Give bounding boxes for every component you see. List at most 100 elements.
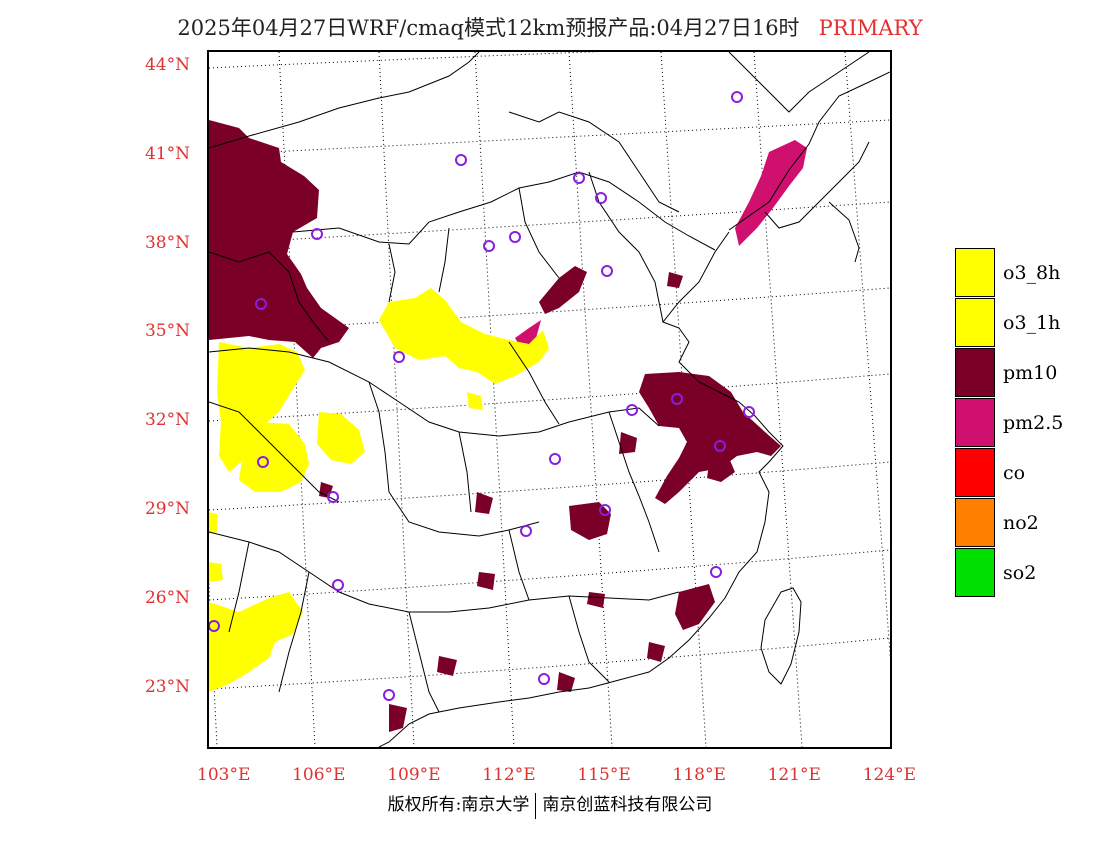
- lon-tick-label: 103°E: [197, 765, 251, 785]
- pm10-hunan-south-spot: [477, 572, 495, 590]
- legend-label: o3_8h: [1003, 262, 1061, 284]
- lat-tick-label: 44°N: [144, 55, 190, 75]
- grid-lat-26: [209, 549, 890, 601]
- province-lines-central: [209, 341, 660, 553]
- o3-yunnan-edge: [209, 512, 217, 534]
- coastline: [378, 71, 890, 747]
- grid-lat-23: [209, 637, 890, 690]
- footer-left: 版权所有:南京大学: [387, 795, 530, 815]
- city-marker: [257, 456, 269, 468]
- legend-swatch: [955, 498, 995, 547]
- legend-swatch: [955, 248, 995, 297]
- legend-swatch: [955, 548, 995, 597]
- city-marker: [671, 393, 683, 405]
- pm10-guangdong-spot: [557, 672, 575, 692]
- boundaries: [209, 52, 890, 747]
- lat-tick-label: 38°N: [144, 232, 190, 253]
- legend-swatch: [955, 448, 995, 497]
- city-marker: [601, 265, 613, 277]
- lat-tick-label: 23°N: [144, 676, 190, 697]
- grid-lat-38: [209, 201, 890, 245]
- footer-separator: [535, 792, 537, 819]
- legend-label: no2: [1003, 512, 1039, 534]
- pm10-guangdong-east-spot: [647, 642, 665, 662]
- footer-right: 南京创蓝科技有限公司: [542, 795, 713, 815]
- grid-lat-44: [209, 52, 603, 69]
- o3-chongqing-patches: [317, 412, 365, 464]
- pm10-jiangxi-cluster: [569, 502, 611, 540]
- o3-sichuan-patches: [239, 422, 309, 492]
- lon-tick-label: 124°E: [862, 765, 917, 785]
- footer: 版权所有:南京大学 南京创蓝科技有限公司: [0, 790, 1100, 819]
- city-marker: [209, 620, 220, 632]
- city-marker: [714, 440, 726, 452]
- city-marker: [710, 566, 722, 578]
- lon-tick-label: 121°E: [767, 765, 821, 785]
- legend-label: o3_1h: [1003, 312, 1061, 334]
- city-marker: [573, 172, 585, 184]
- province-lines-north: [292, 171, 716, 323]
- legend-label: pm2.5: [1003, 412, 1064, 434]
- pm10-fujian-cluster: [675, 584, 715, 630]
- province-lines-south: [209, 529, 680, 713]
- pm10-shandong-spot: [667, 272, 683, 288]
- city-marker: [393, 351, 405, 363]
- pm10-east-china-band: [639, 372, 781, 504]
- lon-tick-label: 118°E: [672, 765, 726, 785]
- city-marker: [483, 240, 495, 252]
- city-marker: [595, 192, 607, 204]
- city-markers: [209, 91, 755, 701]
- city-marker: [599, 504, 611, 516]
- o3-areas: [209, 288, 549, 692]
- pm10-anhui-spot: [619, 432, 637, 454]
- lat-tick-label: 32°N: [144, 410, 190, 431]
- city-marker: [549, 453, 561, 465]
- lat-tick-label: 29°N: [144, 499, 190, 519]
- province-lines-west: [209, 251, 340, 503]
- legend-label: pm10: [1003, 362, 1058, 384]
- pm25-liaoning-plume: [735, 140, 807, 246]
- grid-lon-115: [568, 52, 613, 747]
- title-main: 2025年04月27日WRF/cmaq模式12km预报产品:04月27日16时: [177, 16, 800, 40]
- city-marker: [626, 404, 638, 416]
- city-marker: [383, 689, 395, 701]
- city-marker: [538, 673, 550, 685]
- bohai-coast: [764, 141, 870, 263]
- o3-west-block: [217, 342, 305, 472]
- city-marker: [332, 579, 344, 591]
- pm10-guangxi-east-spot: [437, 656, 457, 676]
- grid-lat-41: [209, 119, 890, 156]
- grid-lat-29: [209, 461, 890, 511]
- o3-yunnan-edge-2: [209, 562, 223, 582]
- taiwan-island: [760, 587, 802, 685]
- pm10-areas: [209, 120, 781, 732]
- city-marker: [731, 91, 743, 103]
- lon-tick-label: 115°E: [577, 765, 631, 785]
- title-tag: PRIMARY: [818, 16, 923, 40]
- lat-tick-label: 26°N: [144, 587, 190, 608]
- grid-lon-121: [753, 52, 803, 747]
- grid-lat-32: [209, 373, 890, 422]
- lat-tick-label: 35°N: [144, 321, 190, 342]
- pm10-yellow-river-strip: [539, 266, 587, 314]
- lon-tick-label: 112°E: [482, 765, 536, 785]
- pm10-guangxi-spot: [389, 704, 407, 732]
- city-marker: [455, 154, 467, 166]
- legend-label: co: [1003, 462, 1026, 484]
- pm10-northwest-region: [209, 120, 349, 358]
- city-marker: [311, 228, 323, 240]
- pm10-zhejiang-cluster: [707, 458, 735, 482]
- city-marker: [255, 298, 267, 310]
- chart-title: 2025年04月27日WRF/cmaq模式12km预报产品:04月27日16时 …: [0, 12, 1100, 42]
- o3-yunnan-block: [209, 592, 303, 692]
- o3-central-band: [379, 288, 549, 384]
- lat-tick-label: 41°N: [144, 143, 190, 164]
- legend-label: so2: [1003, 562, 1037, 584]
- north-border: [209, 52, 870, 213]
- grid-lon-112: [474, 52, 515, 747]
- map-canvas: [209, 52, 890, 747]
- city-marker: [509, 231, 521, 243]
- legend-swatch: [955, 348, 995, 397]
- city-marker: [743, 406, 755, 418]
- map-panel[interactable]: [207, 50, 892, 749]
